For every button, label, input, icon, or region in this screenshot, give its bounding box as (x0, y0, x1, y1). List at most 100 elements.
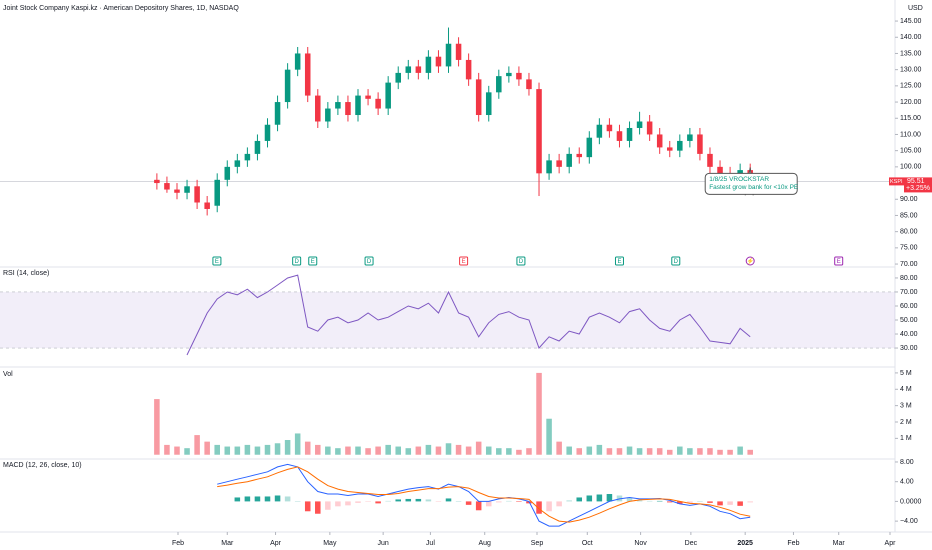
volume-bar (355, 446, 361, 455)
macd-histogram-bar (234, 497, 241, 502)
volume-bar (264, 444, 271, 455)
candle-body (485, 92, 492, 116)
macd-histogram-bar (485, 501, 492, 507)
y-tick-label: 4.00 (900, 479, 914, 486)
candle-body (576, 153, 583, 158)
last-price-label: 95.51 (907, 178, 925, 185)
event-label: D (519, 259, 524, 265)
volume-bar (586, 446, 593, 455)
macd-histogram-bar (345, 501, 351, 506)
volume-bar (304, 441, 311, 455)
y-tick-label: 4 M (900, 386, 912, 393)
volume-bar (556, 441, 562, 455)
macd-histogram-bar (304, 501, 311, 512)
volume-bar (516, 449, 522, 455)
candle-body (455, 43, 462, 60)
candle-body (264, 124, 271, 141)
candle-body (596, 124, 603, 138)
macd-histogram-bar (475, 501, 482, 511)
volume-bar (415, 446, 422, 455)
event-badge (459, 256, 469, 266)
volume-bar (566, 446, 572, 455)
event-label: E (462, 259, 466, 265)
candle-body (345, 102, 351, 116)
y-tick-label: −4.00 (900, 518, 918, 525)
volume-bar (214, 444, 220, 455)
macd-histogram-bar (677, 501, 683, 504)
macd-histogram-bar (656, 500, 663, 502)
volume-bar (385, 444, 391, 455)
x-tick-label: Apr (885, 540, 897, 547)
x-tick-label: Dec (685, 540, 698, 547)
macd-histogram-bar (375, 501, 381, 504)
x-tick-label: Mar (221, 540, 234, 547)
event-badge (745, 256, 755, 266)
event-label: D (294, 259, 299, 265)
macd-histogram-bar (566, 500, 572, 502)
candle-body (677, 140, 683, 151)
macd-histogram-bar (335, 501, 341, 507)
volume-bar (425, 444, 432, 455)
candle-body (445, 43, 452, 67)
volume-bar (284, 440, 291, 455)
macd-histogram-bar (284, 496, 291, 502)
y-tick-label: 8.00 (900, 459, 914, 466)
candle-body (475, 79, 482, 116)
x-tick-label: Jun (377, 540, 388, 547)
volume-bar (727, 449, 733, 455)
macd-histogram-bar (646, 500, 653, 502)
event-label: E (311, 259, 315, 265)
candle-body (546, 160, 552, 174)
candle-body (506, 72, 512, 77)
x-tick-label: May (323, 540, 337, 547)
candle-body (586, 137, 593, 158)
macd-line (217, 463, 751, 527)
candle-body (335, 102, 341, 109)
candle-body (536, 89, 542, 174)
macd-histogram-bar (727, 501, 733, 505)
candle-body (294, 53, 301, 70)
y-tick-label: 1 M (900, 435, 912, 442)
macd-histogram-bar (415, 498, 422, 502)
candle-body (395, 72, 401, 83)
event-label: D (367, 259, 372, 265)
macd-histogram-bar (274, 495, 281, 502)
macd-histogram-bar (707, 501, 713, 503)
y-tick-label: 125.00 (900, 83, 922, 90)
macd-histogram-bar (405, 498, 412, 502)
volume-bar (546, 418, 552, 455)
change-label: +3.25% (906, 185, 930, 192)
macd-histogram-bar (264, 496, 271, 502)
y-tick-label: 100.00 (900, 164, 922, 171)
candle-body (154, 179, 160, 184)
macd-histogram-bar (626, 497, 633, 502)
last-price-bg (904, 177, 932, 193)
candle-body (355, 95, 361, 116)
y-tick-label: 50.00 (900, 317, 918, 324)
event-badge (292, 256, 302, 266)
candle-body (274, 102, 281, 125)
volume-bar (164, 444, 170, 455)
macd-histogram-bar (687, 501, 693, 504)
macd-histogram-bar (254, 496, 261, 502)
candle-body (254, 140, 261, 154)
y-tick-label: 0.0000 (900, 498, 922, 505)
volume-bar (445, 443, 452, 455)
annotation-text: 1/8/25 VROCKSTAR (709, 176, 769, 183)
macd-histogram-bar (596, 494, 603, 502)
x-tick-label: Jul (426, 540, 435, 547)
volume-bar (375, 446, 381, 455)
candle-body (284, 69, 291, 103)
volume-bar (596, 444, 603, 455)
x-tick-label: 2025 (737, 540, 753, 547)
x-tick-label: Aug (478, 540, 491, 547)
event-label: E (617, 259, 621, 265)
y-tick-label: 5 M (900, 370, 912, 377)
y-tick-label: 115.00 (900, 115, 921, 122)
volume-bar (666, 449, 673, 455)
candle-body (636, 121, 643, 128)
macd-histogram-bar (506, 500, 512, 502)
y-tick-label: 140.00 (900, 34, 922, 41)
candle-body (194, 186, 200, 203)
macd-histogram-bar (455, 501, 462, 502)
